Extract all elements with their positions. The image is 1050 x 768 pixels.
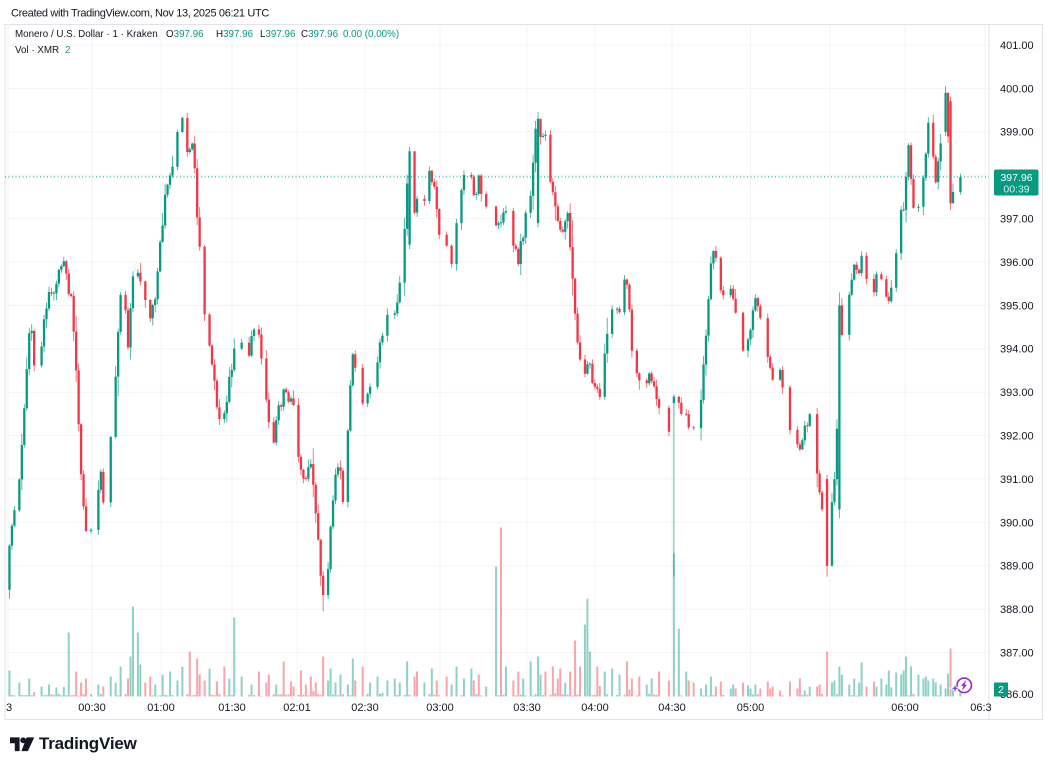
svg-text:06:30: 06:30 <box>970 702 998 714</box>
svg-text:TradingView: TradingView <box>39 734 138 753</box>
svg-text:Created with TradingView.com,: Created with TradingView.com, Nov 13, 20… <box>11 8 269 20</box>
svg-text:393.00: 393.00 <box>1000 387 1034 399</box>
svg-text:399.00: 399.00 <box>1000 127 1034 139</box>
svg-text:05:00: 05:00 <box>737 702 765 714</box>
svg-text:386.00: 386.00 <box>1000 689 1034 701</box>
svg-text:06:00: 06:00 <box>891 702 919 714</box>
svg-text:02:30: 02:30 <box>351 702 379 714</box>
svg-text:400.00: 400.00 <box>1000 83 1034 95</box>
svg-text:00:30: 00:30 <box>78 702 106 714</box>
svg-text:387.00: 387.00 <box>1000 648 1034 660</box>
svg-text:395.00: 395.00 <box>1000 300 1034 312</box>
svg-text:390.00: 390.00 <box>1000 517 1034 529</box>
svg-text:2: 2 <box>998 684 1004 696</box>
svg-text:389.00: 389.00 <box>1000 561 1034 573</box>
svg-text:03:00: 03:00 <box>426 702 454 714</box>
svg-text:3: 3 <box>6 702 12 714</box>
svg-text:01:30: 01:30 <box>218 702 246 714</box>
svg-text:03:30: 03:30 <box>513 702 541 714</box>
svg-text:00:39: 00:39 <box>1003 184 1029 196</box>
svg-text:2: 2 <box>65 45 70 56</box>
svg-text:04:00: 04:00 <box>581 702 609 714</box>
svg-text:392.00: 392.00 <box>1000 431 1034 443</box>
svg-text:04:30: 04:30 <box>658 702 686 714</box>
svg-text:388.00: 388.00 <box>1000 604 1034 616</box>
svg-text:397.96: 397.96 <box>1000 172 1032 184</box>
svg-text:401.00: 401.00 <box>1000 40 1034 52</box>
svg-text:397.00: 397.00 <box>1000 214 1034 226</box>
svg-text:Vol · XMR: Vol · XMR <box>15 45 59 56</box>
svg-text:394.00: 394.00 <box>1000 344 1034 356</box>
svg-text:Monero / U.S. Dollar · 1 · Kra: Monero / U.S. Dollar · 1 · Kraken <box>15 29 158 40</box>
svg-text:01:00: 01:00 <box>147 702 175 714</box>
svg-text:391.00: 391.00 <box>1000 474 1034 486</box>
svg-text:396.00: 396.00 <box>1000 257 1034 269</box>
svg-text:02:01: 02:01 <box>283 702 311 714</box>
